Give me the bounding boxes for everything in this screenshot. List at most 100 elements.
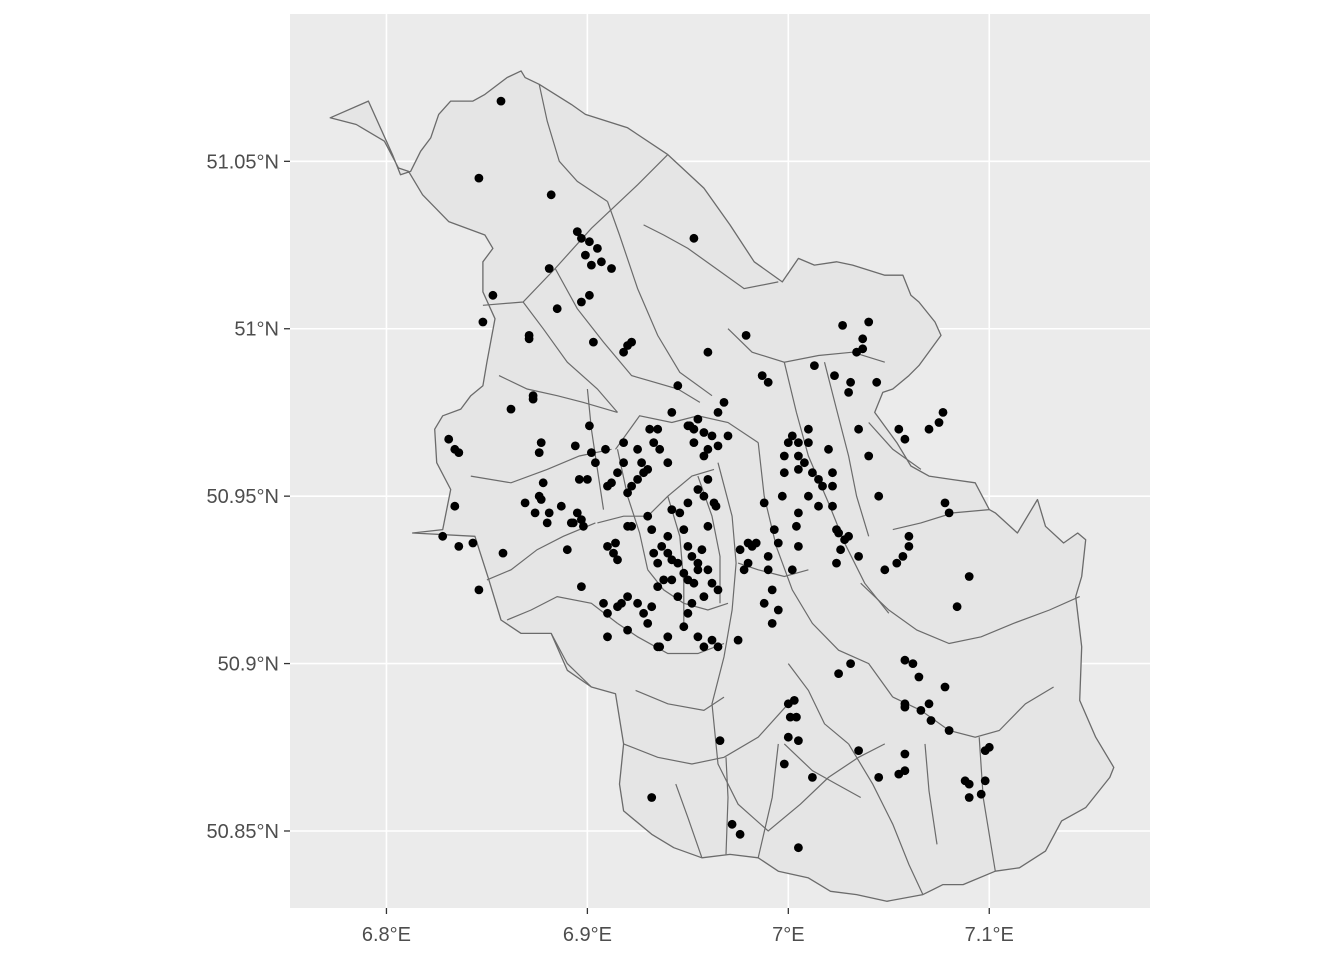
data-point xyxy=(844,388,853,397)
data-point xyxy=(585,421,594,431)
data-point xyxy=(779,451,789,461)
district-border xyxy=(848,743,924,895)
data-point xyxy=(524,334,534,344)
district-border xyxy=(783,362,890,614)
data-point xyxy=(683,542,693,551)
data-point xyxy=(699,642,709,652)
data-point xyxy=(647,793,657,802)
district-border xyxy=(498,375,618,413)
data-point xyxy=(900,749,910,759)
data-point xyxy=(757,371,767,380)
data-point xyxy=(601,444,610,454)
data-point xyxy=(944,726,954,735)
district-border xyxy=(597,468,715,524)
district-border xyxy=(675,783,703,858)
data-point xyxy=(767,619,777,628)
data-point xyxy=(572,227,582,237)
district-border xyxy=(892,509,990,531)
data-point xyxy=(767,585,777,595)
data-point xyxy=(611,538,620,548)
data-point xyxy=(613,555,622,565)
district-border xyxy=(482,154,669,306)
data-point xyxy=(699,428,709,437)
data-point xyxy=(898,552,908,561)
data-point xyxy=(538,478,548,488)
data-point xyxy=(603,632,612,642)
data-point xyxy=(759,598,769,608)
data-point xyxy=(964,793,974,802)
data-point xyxy=(444,434,454,444)
data-point xyxy=(633,475,642,484)
data-point xyxy=(703,521,713,531)
data-point xyxy=(619,458,628,468)
data-point xyxy=(653,558,663,568)
data-point xyxy=(828,501,837,511)
district-border xyxy=(522,301,618,413)
data-point xyxy=(577,582,586,591)
data-point xyxy=(627,481,636,491)
data-point xyxy=(703,444,713,454)
data-point xyxy=(769,525,779,534)
data-point xyxy=(864,317,874,327)
data-point xyxy=(585,237,594,247)
data-point xyxy=(741,331,751,340)
data-point xyxy=(783,732,793,742)
data-point xyxy=(667,575,677,585)
data-point xyxy=(818,481,827,491)
data-point xyxy=(679,568,689,578)
data-point xyxy=(743,558,753,568)
data-point xyxy=(794,438,803,447)
data-point xyxy=(544,508,554,518)
data-point xyxy=(536,438,546,447)
data-point xyxy=(773,538,783,548)
data-point xyxy=(645,424,655,434)
data-point xyxy=(623,488,632,498)
data-point xyxy=(623,341,632,350)
data-point xyxy=(747,542,757,551)
district-border xyxy=(635,689,725,712)
data-point xyxy=(693,414,703,424)
data-point xyxy=(908,659,918,668)
data-point xyxy=(530,508,540,518)
data-point xyxy=(613,468,622,478)
data-point xyxy=(846,659,855,668)
data-point xyxy=(643,511,653,521)
data-point xyxy=(474,585,484,595)
district-border xyxy=(711,462,886,832)
data-point xyxy=(763,377,773,387)
data-point xyxy=(657,542,667,551)
data-point xyxy=(804,438,813,447)
data-point xyxy=(585,290,594,300)
data-point xyxy=(715,736,725,745)
data-point xyxy=(679,525,689,534)
data-point xyxy=(699,491,709,501)
data-point xyxy=(804,491,813,501)
data-point xyxy=(794,736,803,745)
data-point xyxy=(689,233,699,243)
data-point xyxy=(697,545,707,555)
data-point xyxy=(838,321,847,330)
data-point xyxy=(683,608,693,618)
data-point xyxy=(639,468,648,478)
data-point xyxy=(579,521,588,531)
data-point xyxy=(627,521,636,531)
data-point xyxy=(976,789,986,799)
data-point xyxy=(542,518,552,528)
x-tick-label: 6.9°E xyxy=(563,924,612,946)
data-point xyxy=(719,398,729,407)
data-point xyxy=(735,829,745,839)
data-point xyxy=(924,699,934,709)
data-point xyxy=(577,515,586,524)
data-point xyxy=(794,465,803,474)
data-point xyxy=(673,592,683,601)
data-point xyxy=(607,264,616,273)
district-border xyxy=(725,757,729,855)
data-point xyxy=(468,538,478,548)
data-point xyxy=(792,521,801,531)
data-point xyxy=(597,257,606,267)
data-point xyxy=(854,424,863,434)
district-border xyxy=(538,84,608,202)
data-point xyxy=(777,491,787,501)
data-point xyxy=(663,531,673,541)
data-point xyxy=(683,498,693,508)
